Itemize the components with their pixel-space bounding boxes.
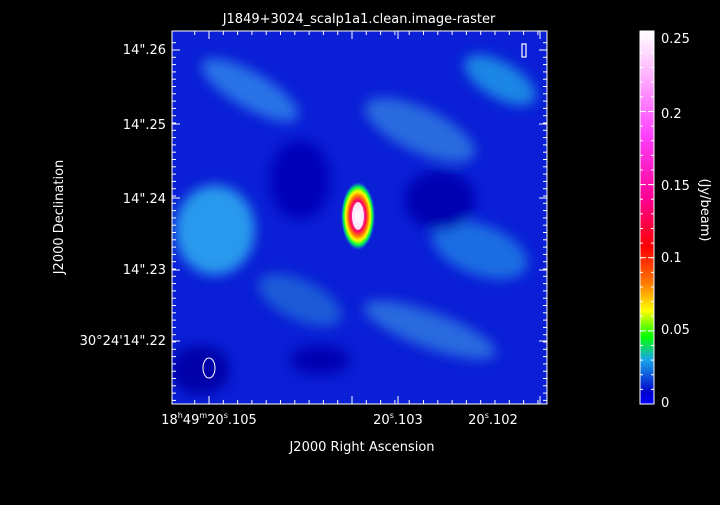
colorbar-tick-label: 0.25: [661, 32, 690, 47]
x-tick-label: 20s.102: [468, 411, 518, 428]
y-tick-labels: 14".26 14".25 14".24 14".23 30°24'14".22: [80, 43, 166, 349]
y-tick-label: 14".23: [123, 263, 166, 278]
axis-ticks: [172, 31, 547, 404]
y-tick-label: 14".24: [123, 192, 166, 207]
colorbar-label: (Jy/beam): [697, 179, 712, 242]
y-tick-label: 14".26: [123, 43, 166, 58]
marker-bar-icon: [521, 43, 527, 58]
colorbar-tick-labels: 0.25 0.2 0.15 0.1 0.05 0: [661, 32, 690, 411]
colorbar-tick-label: 0.05: [661, 323, 690, 338]
colorbar-ticks: [640, 37, 654, 405]
image-title: J1849+3024_scalp1a1.clean.image-raster: [222, 12, 496, 27]
y-tick-label: 14".25: [123, 118, 166, 133]
x-tick-label: 20s.103: [373, 411, 423, 428]
x-tick-label: 18h49m20s.105: [161, 411, 257, 428]
x-tick-labels: 18h49m20s.105 20s.103 20s.102: [161, 411, 518, 428]
colorbar-tick-label: 0.2: [661, 107, 682, 122]
y-axis-label: J2000 Declination: [52, 160, 67, 276]
colorbar-tick-label: 0.1: [661, 251, 682, 266]
colorbar[interactable]: [639, 30, 655, 405]
beam-ellipse-icon: [202, 357, 216, 379]
x-axis-label: J2000 Right Ascension: [288, 440, 434, 455]
raster-image[interactable]: [170, 31, 547, 404]
y-tick-label: 30°24'14".22: [80, 334, 166, 349]
colorbar-tick-label: 0: [661, 396, 669, 411]
colorbar-tick-label: 0.15: [661, 179, 690, 194]
